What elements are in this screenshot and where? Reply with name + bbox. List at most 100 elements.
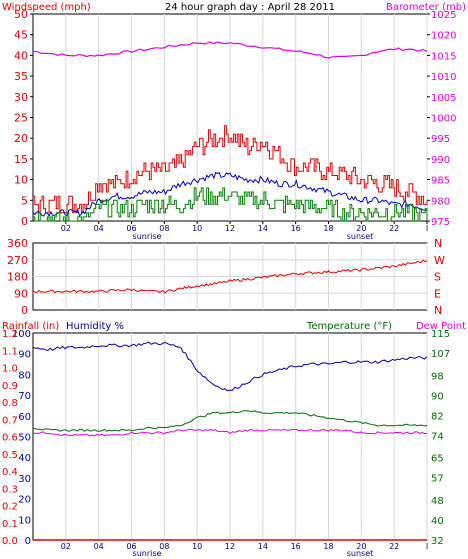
direction-y-tick: 90 [14,287,28,300]
wind-y-tick: 25 [14,112,28,125]
climate-x-tick: 18 [323,542,333,551]
temperature-tick: 74 [431,431,444,442]
rainfall-tick: 1.2 [2,329,18,340]
humidity-tick: 10 [18,515,31,526]
humidity-tick: 80 [18,370,31,381]
climate-x-tick: 08 [159,542,169,551]
humidity-tick: 50 [18,433,31,444]
wind-average-line [32,171,428,218]
wind-y-tick: 40 [14,49,28,62]
barometer-tick: 990 [431,155,450,166]
wind-x-tick: 20 [356,224,366,233]
wind-y-tick: 15 [14,153,28,166]
wind-y-tick: 10 [14,174,28,187]
humidity-tick: 70 [18,391,31,402]
rainfall-tick: 0.8 [2,398,18,409]
wind-x-tick: 06 [126,224,136,233]
wind-x-tick: 16 [291,224,301,233]
rainfall-tick: 0.3 [2,484,18,495]
wind-x-tick-labels: 02 04 06 08 10 12 14 16 18 20 22 I [61,221,428,233]
page-title: 24 hour graph day : April 28 2011 [165,2,335,13]
wind-series-lines [32,41,428,222]
temperature-tick: 115 [431,329,450,340]
compass-tick: W [434,254,445,267]
temperature-tick: 48 [431,496,444,507]
wind-y-tick: 5 [21,194,28,207]
compass-tick: S [434,271,441,284]
direction-series-line [32,259,428,294]
sunrise-label-top: sunrise [133,232,162,241]
wind-y-tick-labels: 0 5 10 15 20 25 30 35 40 45 50 [14,8,33,228]
barometer-tick: 1010 [431,72,456,83]
temperature-tick: 65 [431,454,444,465]
humidity-tick: 20 [18,495,31,506]
wind-y-tick: 30 [14,91,28,104]
humidity-tick: 30 [18,474,31,485]
wind-x-tick: 18 [323,224,333,233]
rainfall-tick-labels: 0.0 0.1 0.2 0.3 0.4 0.5 0.6 0.7 0.8 0.9 1.0 1.1 1.2 [2,329,18,547]
climate-x-tick: 02 [61,542,71,551]
rainfall-tick: 0.0 [2,536,18,547]
compass-tick: N [434,237,442,250]
climate-x-tick: 22 [389,542,399,551]
rainfall-tick: 0.6 [2,433,18,444]
temperature-axis-label: Temperature (°F) [306,321,392,332]
wind-x-tick: 12 [225,224,235,233]
wind-x-tick: 08 [159,224,169,233]
climate-x-tick-labels: 02 04 06 08 10 12 14 16 18 20 22 I [61,542,428,551]
barometer-tick: 995 [431,134,450,145]
temperature-tick: 98 [431,371,444,382]
temperature-tick: 107 [431,349,450,360]
barometer-tick: 1020 [431,31,456,42]
humidity-tick: 100 [12,329,31,340]
climate-x-tick: 16 [291,542,301,551]
dewpoint-axis-label: Dew Point [416,321,466,332]
humidity-tick: 60 [18,412,31,423]
climate-x-tick: 10 [192,542,202,551]
wind-y-tick: 45 [14,29,28,42]
temperature-tick-labels: 32 40 48 57 65 74 82 90 98 107 115 [431,329,450,547]
rainfall-tick: 0.5 [2,450,18,461]
direction-y-tick: 360 [7,237,28,250]
humidity-tick: 40 [18,453,31,464]
compass-tick: E [434,287,441,300]
rainfall-tick: 1.1 [2,346,18,357]
rainfall-tick: 0.7 [2,415,18,426]
barometer-tick: 975 [431,217,450,228]
rainfall-tick: 0.1 [2,519,18,530]
climate-x-tick: 14 [258,542,268,551]
climate-x-tick: I [426,542,428,551]
wind-x-tick: 14 [258,224,268,233]
barometer-axis-label: Barometer (mb) [386,2,466,13]
temperature-tick: 57 [431,474,444,485]
barometer-line [32,41,428,59]
wind-x-tick: 10 [192,224,202,233]
humidity-tick: 0 [25,536,31,547]
temperature-tick: 40 [431,516,444,527]
humidity-line [32,341,428,392]
rainfall-tick: 1.0 [2,364,18,375]
wind-minimum-line [33,187,428,222]
wind-x-tick: 04 [94,224,104,233]
wind-y-tick: 20 [14,132,28,145]
barometer-tick-labels: 975 980 985 990 995 1000 1005 1010 1015 1020 1025 [427,10,456,228]
rainfall-axis-label: Rainfall (in) [2,321,59,332]
wind-x-tick: 22 [389,224,399,233]
climate-x-tick: 12 [225,542,235,551]
direction-y-tick: 270 [7,254,28,267]
direction-y-tick: 0 [21,304,28,317]
temperature-tick: 82 [431,411,444,422]
sunset-label-bottom: sunset [347,549,374,558]
barometer-tick: 1015 [431,51,456,62]
humidity-axis-label: Humidity % [66,321,124,332]
rainfall-tick: 0.9 [2,381,18,392]
sunrise-label-bottom: sunrise [133,549,162,558]
direction-y-tick-labels: 360 270 180 90 0 [7,237,28,317]
temperature-line [32,409,428,432]
wind-x-tick: I [426,224,428,233]
barometer-tick: 1000 [431,114,456,125]
sunset-label-top: sunset [347,232,374,241]
compass-tick: N [434,304,442,317]
